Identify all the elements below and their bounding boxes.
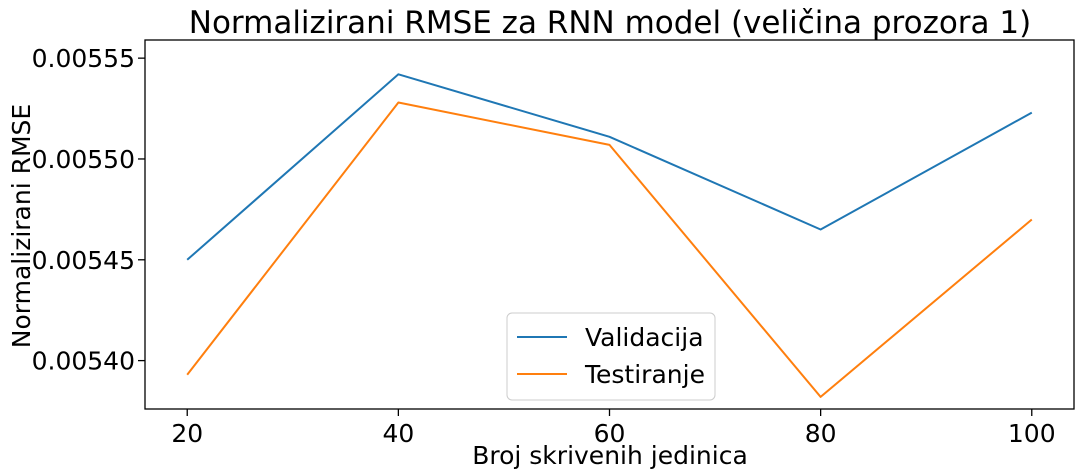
x-axis-label: Broj skrivenih jedinica bbox=[472, 441, 748, 470]
legend: Validacija Testiranje bbox=[506, 312, 716, 401]
legend-box bbox=[506, 312, 716, 401]
series-line-testiranje bbox=[186, 101, 1033, 398]
x-tick-label: 60 bbox=[594, 419, 626, 448]
x-axis: 20 40 60 80 100 bbox=[171, 409, 1056, 448]
y-tick-label: 0.00540 bbox=[32, 347, 135, 376]
y-tick-label: 0.00555 bbox=[32, 44, 135, 73]
y-axis: 0.00540 0.00545 0.00550 0.00555 bbox=[32, 44, 145, 376]
x-tick-label: 40 bbox=[382, 419, 414, 448]
y-axis-label: Normalizirani RMSE bbox=[7, 104, 36, 348]
x-tick-label: 100 bbox=[1008, 419, 1056, 448]
series-line-validacija bbox=[186, 73, 1033, 261]
legend-label-testiranje: Testiranje bbox=[584, 360, 705, 389]
chart-title: Normalizirani RMSE za RNN model (veličin… bbox=[189, 5, 1031, 41]
y-tick-label: 0.00545 bbox=[32, 246, 135, 275]
x-tick-label: 20 bbox=[171, 419, 203, 448]
legend-label-validacija: Validacija bbox=[585, 323, 704, 352]
series-lines bbox=[186, 73, 1033, 398]
x-tick-label: 80 bbox=[805, 419, 837, 448]
y-tick-label: 0.00550 bbox=[32, 145, 135, 174]
